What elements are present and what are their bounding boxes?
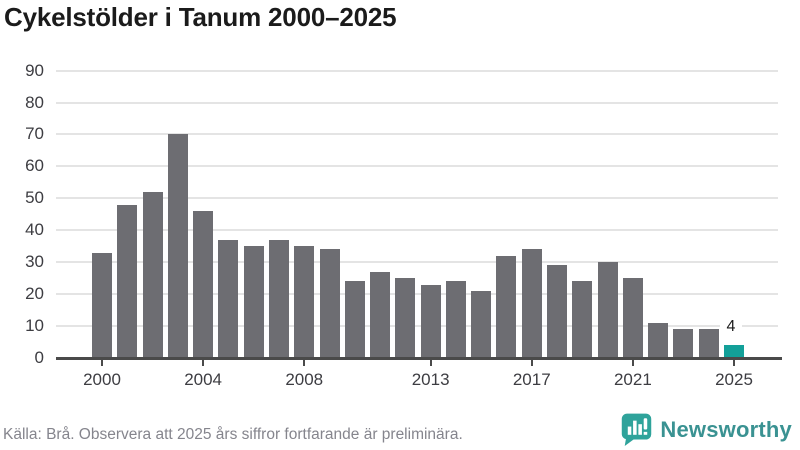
y-axis-label-60: 60 <box>25 156 44 176</box>
bar-2005 <box>218 239 239 358</box>
x-axis-tick-2004 <box>202 360 205 366</box>
bar-2016 <box>496 255 517 358</box>
y-axis-label-50: 50 <box>25 188 44 208</box>
gridline-y-60 <box>56 165 778 168</box>
y-axis-label-40: 40 <box>25 220 44 240</box>
gridline-y-10 <box>56 325 778 328</box>
bar-2015 <box>471 290 492 358</box>
bar-2004 <box>193 211 214 358</box>
bar-2013 <box>420 284 441 358</box>
x-axis-tick-2013 <box>429 360 432 366</box>
y-axis-label-80: 80 <box>25 92 44 112</box>
y-axis-label-30: 30 <box>25 252 44 272</box>
bar-2021 <box>622 278 643 358</box>
x-axis-label-2004: 2004 <box>184 370 223 389</box>
x-axis-label-2000: 2000 <box>83 370 121 389</box>
gridline-y-20 <box>56 293 778 296</box>
bar-value-label: 4 <box>720 318 742 336</box>
bar-2008 <box>294 246 315 358</box>
gridline-y-40 <box>56 229 778 232</box>
bar-2012 <box>395 278 416 358</box>
bar-2018 <box>547 265 568 358</box>
bar-2014 <box>445 281 466 358</box>
y-axis-label-70: 70 <box>25 124 44 144</box>
bar-2017 <box>521 249 542 358</box>
x-axis-tick-2025 <box>733 360 735 366</box>
bar-2006 <box>243 246 264 358</box>
bar-2009 <box>319 249 340 358</box>
gridline-y-80 <box>56 101 778 104</box>
bar-2000 <box>92 252 112 358</box>
x-axis-tick-2008 <box>303 360 306 366</box>
y-axis-label-0: 0 <box>34 348 44 367</box>
x-axis-tick-2017 <box>530 360 533 366</box>
y-axis-label-10: 10 <box>25 316 44 336</box>
x-axis-tick-2021 <box>631 360 634 366</box>
bar-2010 <box>344 281 365 358</box>
x-axis-label-2008: 2008 <box>285 370 324 389</box>
gridline-y-30 <box>56 261 778 264</box>
bar-2019 <box>572 281 593 358</box>
x-axis-label-2017: 2017 <box>512 370 551 389</box>
chart-footer: Källa: Brå. Observera att 2025 års siffr… <box>0 412 800 450</box>
bar-2023 <box>673 329 694 358</box>
bar-2022 <box>648 322 669 358</box>
bar-2001 <box>117 204 138 358</box>
gridline-y-70 <box>56 133 778 136</box>
bar-2002 <box>142 191 163 358</box>
x-axis-line <box>56 357 782 360</box>
x-axis-label-2025: 2025 <box>715 370 753 389</box>
gridline-y-50 <box>56 197 778 200</box>
y-axis-label-20: 20 <box>25 284 44 304</box>
x-axis-label-2021: 2021 <box>613 370 652 389</box>
newsworthy-logo-text: Newsworthy <box>660 416 792 442</box>
source-note: Källa: Brå. Observera att 2025 års siffr… <box>3 426 463 443</box>
bar-2011 <box>370 271 391 358</box>
bar-2024 <box>698 329 719 358</box>
bar-2007 <box>268 239 289 358</box>
bar-chart: 0 10 20 30 40 50 60 70 80 90 4 2000 2004 2008 2013 2017… <box>25 60 782 389</box>
bar-chart-speech-bubble-icon <box>622 413 652 446</box>
x-axis-label-2013: 2013 <box>411 370 450 389</box>
x-axis-tick-2000 <box>101 360 103 366</box>
chart-title: Cykelstölder i Tanum 2000–2025 <box>4 2 397 32</box>
newsworthy-logo: Newsworthy <box>620 413 792 446</box>
y-axis-label-90: 90 <box>25 60 44 80</box>
bar-2025 <box>724 345 744 358</box>
gridline-y-90 <box>56 69 778 72</box>
bar-2003 <box>167 134 188 358</box>
bar-2020 <box>597 262 618 358</box>
